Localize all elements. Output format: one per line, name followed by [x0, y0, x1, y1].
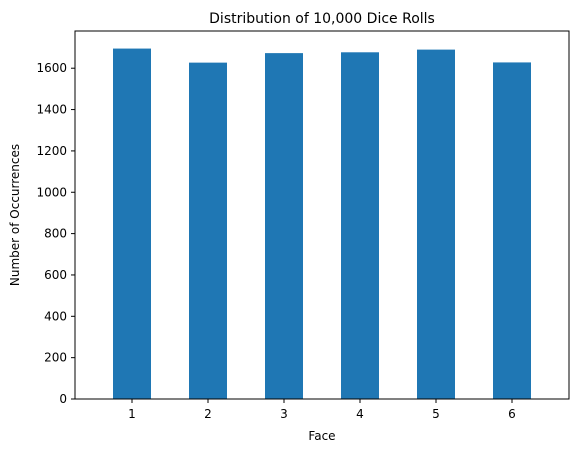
- y-tick-label: 200: [44, 351, 67, 365]
- bar-face-3: [265, 53, 303, 400]
- y-tick-label: 800: [44, 227, 67, 241]
- y-tick-label: 1000: [36, 185, 67, 199]
- y-axis-label: Number of Occurrences: [8, 144, 22, 286]
- y-axis-ticks: 0 200 400 600 800 1000 1200 1400 1600: [36, 61, 75, 406]
- bar-face-6: [493, 62, 531, 400]
- chart-title: Distribution of 10,000 Dice Rolls: [209, 11, 435, 27]
- y-tick-label: 400: [44, 309, 67, 323]
- x-tick-label: 2: [204, 407, 212, 421]
- x-tick-label: 6: [508, 407, 516, 421]
- x-tick-label: 5: [432, 407, 440, 421]
- y-tick-label: 1400: [36, 103, 67, 117]
- bar-face-4: [341, 52, 379, 399]
- x-axis-ticks: 1 2 3 4 5 6: [128, 399, 516, 421]
- bar-face-2: [189, 62, 227, 399]
- bar-face-1: [113, 48, 151, 399]
- plot-frame: [74, 30, 570, 400]
- x-tick-label: 3: [280, 407, 288, 421]
- x-tick-label: 4: [356, 407, 364, 421]
- bars-group: [113, 48, 531, 400]
- y-tick-label: 600: [44, 268, 67, 282]
- x-axis-label: Face: [308, 429, 335, 443]
- y-tick-label: 1600: [36, 61, 67, 75]
- bar-face-5: [417, 49, 455, 400]
- y-tick-label: 1200: [36, 144, 67, 158]
- y-tick-label: 0: [59, 392, 67, 406]
- x-tick-label: 1: [128, 407, 136, 421]
